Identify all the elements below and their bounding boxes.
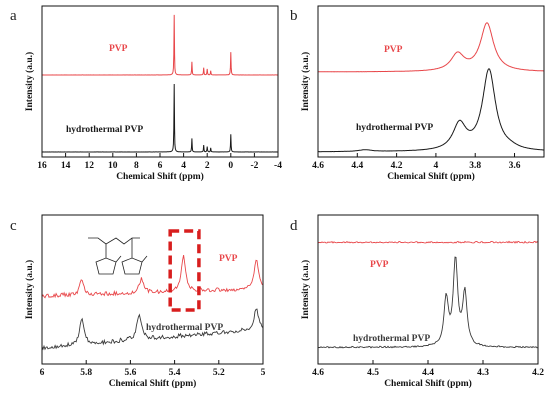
x-axis-title: Chemical Shift (ppm) — [387, 171, 475, 182]
series-label: hydrothermal PVP — [356, 123, 433, 133]
plot-frame — [317, 5, 545, 158]
x-tick-label: 5.4 — [169, 368, 181, 378]
x-tick-label: 5 — [261, 368, 266, 378]
x-axis-title: Chemical Shift (ppm) — [116, 171, 204, 182]
series-label: PVP — [370, 260, 389, 270]
series-line-b-1 — [318, 68, 544, 153]
y-axis-title: Intensity (a.u.) — [24, 260, 35, 319]
structure-bond — [105, 238, 133, 258]
panel-letter: b — [290, 8, 298, 24]
series-line-c-1 — [41, 308, 264, 351]
x-axis-title: Chemical Shift (ppm) — [109, 378, 197, 389]
x-tick-label: 4.2 — [391, 161, 403, 171]
x-tick-label: 4.5 — [367, 368, 379, 378]
x-tick-label: 14 — [61, 161, 71, 171]
series-label: hydrothermal PVP — [146, 323, 223, 333]
series-line-a-0 — [42, 14, 278, 76]
highlight-box — [168, 229, 201, 312]
series-label: hydrothermal PVP — [353, 334, 430, 344]
x-tick-label: -4 — [274, 161, 282, 171]
x-tick-label: 12 — [84, 161, 94, 171]
pyrrolidone-ring-1 — [95, 257, 117, 275]
x-tick-label: 8 — [134, 161, 139, 171]
series-label: PVP — [384, 45, 403, 55]
series-line-a-1 — [42, 83, 279, 153]
y-axis-title: Intensity (a.u.) — [300, 52, 311, 111]
series-line-c-0 — [41, 255, 264, 299]
x-tick-label: 2 — [205, 161, 210, 171]
pvp-structure-icon — [88, 237, 148, 275]
x-tick-label: 4.2 — [532, 368, 544, 378]
x-tick-label: 5.6 — [124, 368, 136, 378]
plot-frame — [41, 214, 264, 365]
panel-c: c PVP hydrothermal PVP 6 5.8 5.6 5.4 5.2 5 Chemic… — [10, 214, 266, 389]
series-line-d-1 — [317, 256, 539, 349]
series-line-d-0 — [317, 240, 539, 244]
x-tick-label: 4 — [434, 161, 439, 171]
x-tick-label: 6 — [40, 368, 45, 378]
x-tick-label: 5.2 — [213, 368, 225, 378]
carbonyl-bond — [115, 255, 148, 263]
panel-a: a PVP hydrothermal PVP 16 14 12 10 8 6 4 2 0 -2 -4 Che… — [10, 5, 282, 182]
x-tick-label: -2 — [250, 161, 258, 171]
series-line-b-0 — [318, 22, 544, 73]
x-tick-label: 10 — [108, 161, 118, 171]
x-tick-label: 4.4 — [351, 161, 363, 171]
x-tick-label: 4.6 — [312, 161, 324, 171]
panel-letter: a — [10, 8, 17, 24]
x-axis-title: Chemical Shift (ppm) — [384, 378, 472, 389]
panel-letter: d — [290, 218, 298, 234]
pyrrolidone-ring-2 — [121, 257, 143, 275]
x-tick-label: 0 — [228, 161, 233, 171]
panel-letter: c — [10, 218, 17, 234]
series-label: hydrothermal PVP — [66, 125, 143, 135]
x-tick-label: 4.3 — [477, 368, 489, 378]
x-tick-label: 6 — [158, 161, 163, 171]
panel-d: d PVP hydrothermal PVP 4.6 4.5 4.4 4.3 4.2 Chemi… — [290, 214, 544, 389]
series-label: PVP — [219, 254, 238, 264]
panel-b: b PVP hydrothermal PVP 4.6 4.4 4.2 4 3.8 3.6 Chem… — [290, 5, 545, 182]
x-tick-label: 3.8 — [469, 161, 481, 171]
x-tick-label: 16 — [37, 161, 47, 171]
x-tick-label: 4.6 — [312, 368, 324, 378]
y-axis-title: Intensity (a.u.) — [300, 260, 311, 319]
x-tick-label: 4.4 — [422, 368, 434, 378]
x-tick-label: 4 — [181, 161, 186, 171]
x-tick-label: 5.8 — [80, 368, 92, 378]
series-label: PVP — [109, 44, 128, 54]
y-axis-title: Intensity (a.u.) — [24, 52, 35, 111]
x-tick-label: 3.6 — [509, 161, 521, 171]
